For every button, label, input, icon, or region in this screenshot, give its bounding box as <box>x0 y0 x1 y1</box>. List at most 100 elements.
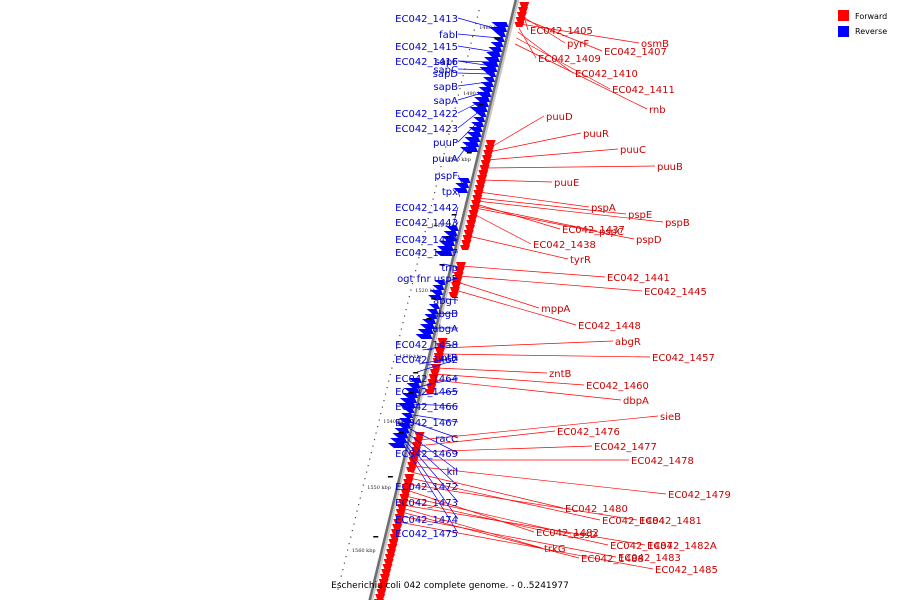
feature-marker <box>387 476 393 478</box>
forward-gene <box>467 215 478 220</box>
axis-dot <box>473 29 475 31</box>
axis-dot <box>351 530 353 532</box>
forward-leader-line <box>516 37 611 90</box>
reverse-gene-label: EC042_1423 <box>395 124 458 135</box>
forward-gene-label: rnb <box>649 105 666 116</box>
axis-dot <box>419 250 421 252</box>
axis-dot <box>472 36 474 38</box>
reverse-gene <box>479 67 498 72</box>
forward-gene-label: EC042_1407 <box>604 47 667 58</box>
reverse-gene <box>488 47 503 52</box>
forward-gene <box>448 292 459 297</box>
reverse-gene-label: sapC <box>433 65 458 76</box>
forward-gene <box>518 7 529 12</box>
axis-dot <box>435 185 437 187</box>
reverse-gene <box>474 97 491 102</box>
axis-dot <box>468 49 471 51</box>
forward-gene <box>482 155 493 160</box>
legend-reverse-swatch <box>838 26 849 37</box>
reverse-gene <box>417 329 434 334</box>
forward-gene <box>464 225 475 230</box>
reverse-gene <box>480 82 494 87</box>
forward-gene-label: EC042_1405 <box>530 26 593 37</box>
reverse-gene-label: EC042_1443 <box>395 218 458 229</box>
reverse-gene-label: EC042_1472 <box>395 482 458 493</box>
axis-dot <box>399 335 401 337</box>
feature-marker <box>426 318 432 320</box>
axis-dot <box>440 166 442 168</box>
reverse-gene-label: abgB <box>432 309 458 320</box>
forward-gene <box>475 180 486 185</box>
axis-dot <box>346 549 349 551</box>
forward-leader-line <box>403 499 609 546</box>
axis-dot <box>430 205 433 207</box>
axis-dot <box>449 127 452 129</box>
reverse-gene <box>434 280 446 285</box>
forward-gene <box>386 549 397 554</box>
feature-marker <box>408 392 414 394</box>
forward-gene <box>406 467 417 472</box>
reverse-gene <box>486 52 502 57</box>
reverse-gene-label: puuA <box>432 154 458 165</box>
forward-leader-line <box>433 379 622 401</box>
axis-dot <box>386 387 388 389</box>
forward-gene <box>389 534 400 539</box>
axis-tick-label: 1530 kbp <box>399 354 423 360</box>
reverse-gene-label: abgT <box>433 296 459 307</box>
reverse-leader-line <box>457 45 496 53</box>
forward-leader-line <box>436 367 548 374</box>
axis-dot <box>389 374 391 376</box>
reverse-leader-line <box>419 356 459 365</box>
feature-marker <box>466 152 472 154</box>
forward-leader-line <box>434 373 585 386</box>
reverse-leader-line <box>403 425 459 454</box>
forward-gene <box>414 432 425 437</box>
reverse-gene <box>392 433 409 438</box>
reverse-gene-label: EC042_1464 <box>395 374 458 385</box>
forward-gene <box>461 240 472 245</box>
forward-leader-line <box>489 115 545 149</box>
reverse-gene-label: sapB <box>433 82 458 93</box>
forward-leader-line <box>398 521 654 570</box>
reverse-gene <box>408 378 422 383</box>
feature-marker <box>413 372 419 374</box>
axis-dot <box>453 114 455 116</box>
reverse-gene-label: pspF <box>434 171 458 182</box>
feature-marker <box>439 264 445 266</box>
forward-gene-label: EC042_1477 <box>594 442 657 453</box>
axis-dot <box>441 159 444 161</box>
forward-gene <box>377 584 388 589</box>
reverse-gene-label: EC042_1474 <box>395 515 458 526</box>
axis-tick-label: 1560 kbp <box>352 548 376 554</box>
reverse-gene-label: EC042_1469 <box>395 449 458 460</box>
reverse-gene-label: EC042_1422 <box>395 109 458 120</box>
forward-gene <box>451 282 462 287</box>
axis-dot <box>426 224 428 226</box>
reverse-gene <box>453 188 469 193</box>
axis-dot <box>438 172 440 174</box>
feature-marker <box>451 214 457 216</box>
forward-gene <box>394 514 405 519</box>
axis-dot <box>343 562 346 564</box>
reverse-leader-line <box>457 60 493 63</box>
reverse-gene-label: EC042_1447 <box>395 248 458 259</box>
legend-forward-label: Forward <box>855 12 887 21</box>
forward-gene-label: abgR <box>615 337 641 348</box>
reverse-gene <box>404 388 420 393</box>
reverse-gene <box>426 309 439 314</box>
axis-dot <box>405 309 407 311</box>
forward-gene-label: essD <box>573 530 598 541</box>
axis-dot <box>403 315 406 317</box>
axis-dot <box>375 432 377 434</box>
reverse-gene-label: sapF <box>435 57 459 68</box>
axis-dot <box>397 341 399 343</box>
reverse-gene <box>455 183 470 188</box>
reverse-gene-label: ogt fnr uspE <box>397 274 458 285</box>
reverse-leader-line <box>443 263 459 268</box>
forward-gene-label: EC042_1460 <box>586 381 649 392</box>
reverse-gene <box>462 142 480 147</box>
forward-gene <box>399 494 410 499</box>
axis-dot <box>416 263 418 265</box>
axis-dot <box>451 120 453 122</box>
forward-leader-line <box>455 289 577 326</box>
